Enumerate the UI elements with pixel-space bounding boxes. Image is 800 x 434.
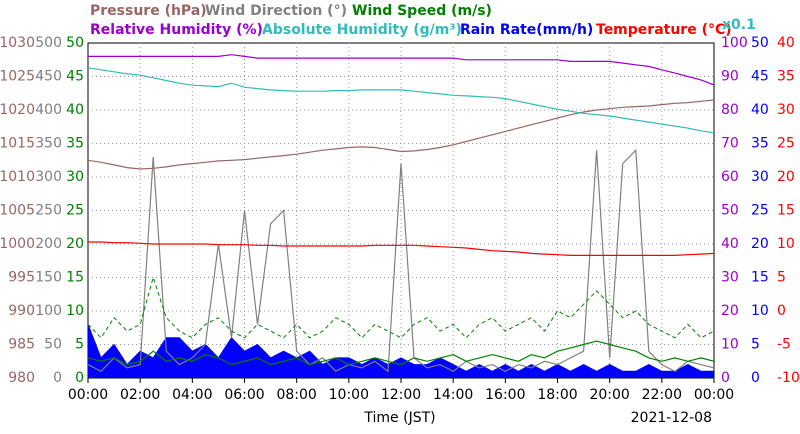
y-tick-label: 30 (721, 270, 739, 286)
x-axis-title: Time (JST) (363, 410, 435, 426)
y-tick-label: 10 (66, 303, 84, 319)
y-tick-label: 15 (751, 270, 769, 286)
y-tick-label: 20 (721, 303, 739, 319)
x-tick-label: 04:00 (172, 387, 212, 403)
y-tick-label: 1005 (0, 203, 35, 219)
y-tick-label: 25 (777, 136, 795, 152)
y-tick-label: 10 (777, 236, 795, 252)
y-tick-label: 100 (35, 303, 62, 319)
y-tick-label: 200 (35, 236, 62, 252)
y-tick-label: 15 (66, 270, 84, 286)
y-tick-label: 35 (751, 136, 769, 152)
y-tick-label: 30 (751, 169, 769, 185)
y-tick-label: 20 (777, 169, 795, 185)
y-tick-label: 50 (66, 35, 84, 51)
y-tick-label: 1020 (0, 102, 35, 118)
y-tick-label: 5 (75, 337, 84, 353)
y-tick-label: 35 (66, 136, 84, 152)
y-tick-label: 45 (66, 69, 84, 85)
y-tick-label: 90 (721, 69, 739, 85)
y-tick-label: 980 (8, 370, 35, 386)
y-tick-label: 80 (721, 102, 739, 118)
x-tick-label: 00:00 (694, 387, 734, 403)
y-tick-label: 60 (721, 169, 739, 185)
y-tick-label: 50 (44, 337, 62, 353)
y-tick-label: 40 (751, 102, 769, 118)
y-tick-label: 30 (66, 169, 84, 185)
x-tick-label: 12:00 (381, 387, 421, 403)
x-tick-label: 10:00 (329, 387, 369, 403)
y-tick-label: 500 (35, 35, 62, 51)
y-tick-label: 1025 (0, 69, 35, 85)
x-tick-label: 14:00 (433, 387, 473, 403)
y-tick-label: 995 (8, 270, 35, 286)
y-tick-label: 15 (777, 203, 795, 219)
y-tick-label: 1010 (0, 169, 35, 185)
y-tick-label: 0 (777, 303, 786, 319)
y-tick-label: 50 (751, 35, 769, 51)
y-tick-label: 35 (777, 69, 795, 85)
x-tick-label: 16:00 (485, 387, 525, 403)
legend-entry: Wind Direction (°) (205, 3, 347, 19)
y-tick-label: 25 (751, 203, 769, 219)
y-tick-label: 990 (8, 303, 35, 319)
y-tick-label: 5 (777, 270, 786, 286)
y-tick-label: 25 (66, 203, 84, 219)
series-line (88, 99, 714, 170)
x-tick-label: 00:00 (68, 387, 108, 403)
y-tick-label: 250 (35, 203, 62, 219)
series-line (88, 67, 714, 134)
y-tick-label: 350 (35, 136, 62, 152)
y-tick-label: 20 (751, 236, 769, 252)
series-line (88, 54, 714, 86)
annotation: x0.1 (722, 17, 756, 33)
y-tick-label: 0 (75, 370, 84, 386)
y-tick-label: 40 (777, 35, 795, 51)
x-tick-label: 08:00 (276, 387, 316, 403)
date-label: 2021-12-08 (631, 410, 712, 426)
y-tick-label: 0 (751, 370, 760, 386)
x-tick-label: 06:00 (224, 387, 264, 403)
y-tick-label: 40 (721, 236, 739, 252)
y-tick-label: 45 (751, 69, 769, 85)
x-tick-label: 20:00 (589, 387, 629, 403)
y-tick-label: -10 (777, 370, 800, 386)
series-line (88, 148, 714, 373)
x-tick-label: 22:00 (642, 387, 682, 403)
y-tick-label: 300 (35, 169, 62, 185)
series-line (88, 241, 714, 256)
y-tick-label: 20 (66, 236, 84, 252)
y-tick-label: 985 (8, 337, 35, 353)
y-tick-label: 0 (721, 370, 730, 386)
y-tick-label: 40 (66, 102, 84, 118)
legend-entry: Temperature (°C) (596, 22, 732, 38)
y-tick-label: 1000 (0, 236, 35, 252)
y-tick-label: 1030 (0, 35, 35, 51)
y-tick-label: 400 (35, 102, 62, 118)
x-tick-label: 18:00 (537, 387, 577, 403)
y-tick-label: -5 (777, 337, 791, 353)
series-line (88, 340, 714, 366)
y-tick-label: 0 (53, 370, 62, 386)
y-tick-label: 100 (721, 35, 748, 51)
x-tick-label: 02:00 (120, 387, 160, 403)
legend-entry: Relative Humidity (%) (90, 22, 263, 38)
y-tick-label: 5 (751, 337, 760, 353)
y-tick-label: 70 (721, 136, 739, 152)
y-tick-label: 10 (751, 303, 769, 319)
legend-entry: Absolute Humidity (g/m³) (262, 22, 462, 38)
y-tick-label: 1015 (0, 136, 35, 152)
legend-entry: Pressure (hPa) (90, 3, 207, 19)
y-tick-label: 30 (777, 102, 795, 118)
legend-entry: Wind Speed (m/s) (352, 3, 492, 19)
y-tick-label: 10 (721, 337, 739, 353)
y-tick-label: 150 (35, 270, 62, 286)
y-tick-label: 50 (721, 203, 739, 219)
y-tick-label: 450 (35, 69, 62, 85)
legend-entry: Rain Rate(mm/h) (460, 22, 593, 38)
